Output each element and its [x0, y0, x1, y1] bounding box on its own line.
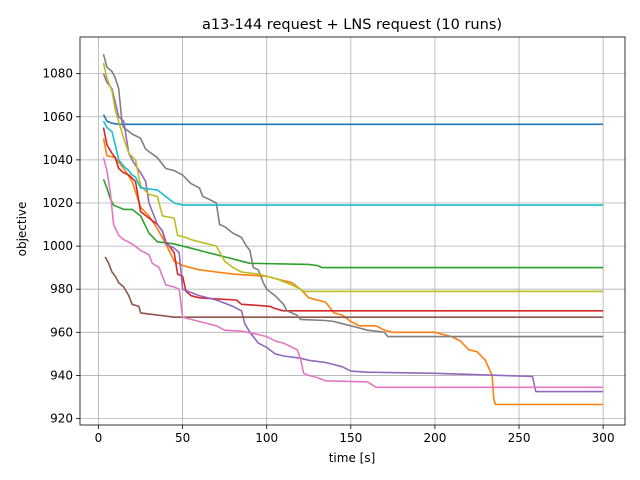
- series-line-9: [102, 62, 604, 293]
- y-tick-label: 1000: [42, 239, 73, 253]
- x-axis-label: time [s]: [329, 451, 376, 465]
- y-tick-label: 1060: [42, 110, 73, 124]
- x-tick-label: 250: [508, 431, 531, 445]
- series-line-1: [102, 114, 604, 126]
- y-tick-label: 1020: [42, 196, 73, 210]
- series-line-7: [102, 157, 604, 389]
- series-line-10: [102, 120, 604, 206]
- x-tick-label: 0: [95, 431, 103, 445]
- series-line-2: [102, 138, 604, 406]
- x-tick-label: 200: [423, 431, 446, 445]
- x-tick-label: 50: [175, 431, 190, 445]
- y-tick-label: 1040: [42, 153, 73, 167]
- y-tick-label: 1080: [42, 67, 73, 81]
- x-tick-label: 100: [255, 431, 278, 445]
- chart-title: a13-144 request + LNS request (10 runs): [202, 17, 502, 33]
- y-axis-label: objective: [15, 202, 29, 257]
- series-line-6: [104, 256, 604, 318]
- series-line-8: [102, 53, 604, 338]
- plot-frame: [79, 36, 626, 426]
- series-line-5: [102, 73, 604, 393]
- x-tick-label: 300: [592, 431, 615, 445]
- y-tick-label: 960: [50, 325, 73, 339]
- x-tick-label: 150: [339, 431, 362, 445]
- y-ticks: 920 940 960 980 1000 1020 1040 1060 1080: [42, 67, 80, 426]
- series-line-4: [102, 127, 604, 312]
- y-tick-label: 920: [50, 412, 73, 426]
- series-line-3: [102, 179, 604, 269]
- y-tick-label: 940: [50, 368, 73, 382]
- y-tick-label: 980: [50, 282, 73, 296]
- x-ticks: 0 50 100 150 200 250 300: [95, 425, 615, 445]
- series-group: [102, 53, 604, 406]
